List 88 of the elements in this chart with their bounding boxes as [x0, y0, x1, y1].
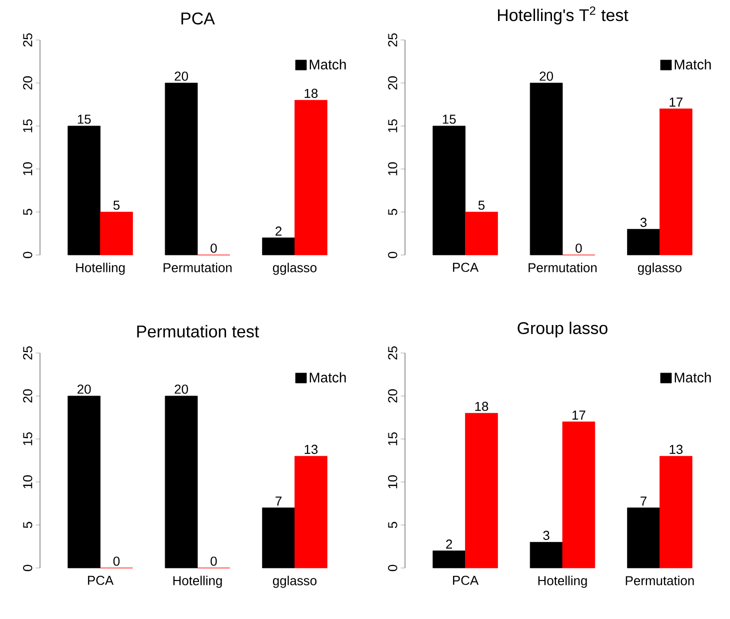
data-label: 18 — [475, 402, 488, 411]
data-label: 13 — [670, 444, 683, 454]
bar — [262, 238, 295, 256]
chart-title: PCA — [181, 12, 215, 24]
bar — [530, 542, 563, 568]
y-tick-label: 15 — [388, 119, 398, 132]
legend-label: Match — [674, 372, 711, 382]
bar — [432, 550, 466, 568]
x-tick-label: Hotelling — [538, 576, 587, 588]
y-tick-label: 25 — [23, 33, 32, 47]
y-tick-label: 0 — [23, 252, 32, 258]
data-label: 0 — [113, 556, 120, 566]
bar — [68, 396, 100, 568]
bar — [294, 456, 328, 568]
data-label: 2 — [276, 226, 282, 236]
legend-label: Match — [674, 59, 711, 70]
data-label: 18 — [304, 88, 318, 98]
y-tick-label: 10 — [388, 162, 398, 176]
y-tick-label: 15 — [23, 432, 32, 446]
bar — [562, 422, 596, 568]
data-label: 0 — [576, 244, 582, 253]
data-label: 20 — [174, 384, 188, 394]
legend-label: Match — [310, 59, 346, 70]
x-tick-label: gglasso — [638, 262, 682, 275]
x-tick-label: gglasso — [272, 576, 316, 588]
bar — [294, 100, 328, 256]
y-tick-label: 10 — [23, 162, 32, 176]
data-label: 17 — [572, 410, 586, 420]
y-tick-label: 20 — [388, 76, 398, 90]
y-tick-label: 5 — [23, 208, 32, 216]
data-label: 5 — [478, 200, 485, 210]
bar — [530, 82, 563, 256]
data-label: 13 — [304, 444, 318, 454]
y-tick-label: 5 — [388, 208, 398, 216]
x-tick-label: Hotelling — [173, 576, 222, 588]
bar — [164, 396, 198, 568]
bar — [627, 228, 660, 256]
y-tick-label: 20 — [23, 76, 32, 90]
data-label: 2 — [446, 540, 452, 549]
bar — [465, 212, 498, 256]
bar — [627, 508, 660, 568]
x-tick-label: Permutation — [528, 262, 597, 272]
data-label: 15 — [78, 114, 91, 124]
data-label: 3 — [543, 530, 550, 540]
data-label: 20 — [174, 72, 188, 81]
data-label: 0 — [210, 556, 217, 566]
data-label: 7 — [640, 496, 646, 506]
bar — [164, 82, 198, 256]
y-tick-label: 10 — [23, 475, 32, 488]
y-tick-label: 0 — [388, 252, 398, 258]
bar — [68, 126, 100, 256]
x-tick-label: gglasso — [272, 262, 316, 275]
y-tick-label: 20 — [23, 389, 32, 403]
data-label: 17 — [670, 98, 682, 107]
legend-label: Match — [310, 372, 346, 382]
y-tick-label: 5 — [388, 522, 398, 528]
bar — [100, 212, 133, 256]
x-tick-label: PCA — [453, 262, 479, 272]
x-tick-label: Hotelling — [76, 262, 125, 275]
bar — [660, 108, 692, 256]
data-label: 7 — [276, 496, 282, 506]
data-label: 20 — [540, 72, 554, 81]
y-tick-label: 25 — [388, 346, 398, 360]
y-tick-label: 15 — [23, 119, 32, 132]
chart-title: Hotelling's T$^{2}$ test — [498, 6, 628, 24]
y-tick-label: 25 — [23, 346, 32, 360]
data-label: 15 — [442, 114, 456, 124]
y-tick-label: 20 — [388, 389, 398, 403]
y-tick-label: 25 — [388, 33, 398, 47]
x-tick-label: PCA — [88, 576, 114, 585]
bar — [465, 412, 498, 568]
chart-title: Group lasso — [518, 322, 608, 338]
x-tick-label: PCA — [453, 576, 479, 585]
y-tick-label: 5 — [23, 522, 32, 528]
chart-title: Permutation test — [137, 325, 260, 338]
data-label: 5 — [113, 200, 120, 210]
bar — [660, 456, 692, 568]
y-tick-label: 10 — [388, 475, 398, 488]
x-tick-label: Permutation — [626, 576, 694, 586]
x-tick-label: Permutation — [164, 262, 232, 272]
y-tick-label: 15 — [388, 432, 398, 446]
bar — [262, 508, 295, 568]
bar — [432, 126, 466, 256]
data-label: 0 — [210, 244, 217, 253]
data-label: 3 — [640, 218, 647, 227]
y-tick-label: 0 — [388, 564, 398, 572]
data-label: 20 — [78, 384, 91, 394]
y-tick-label: 0 — [23, 564, 32, 572]
